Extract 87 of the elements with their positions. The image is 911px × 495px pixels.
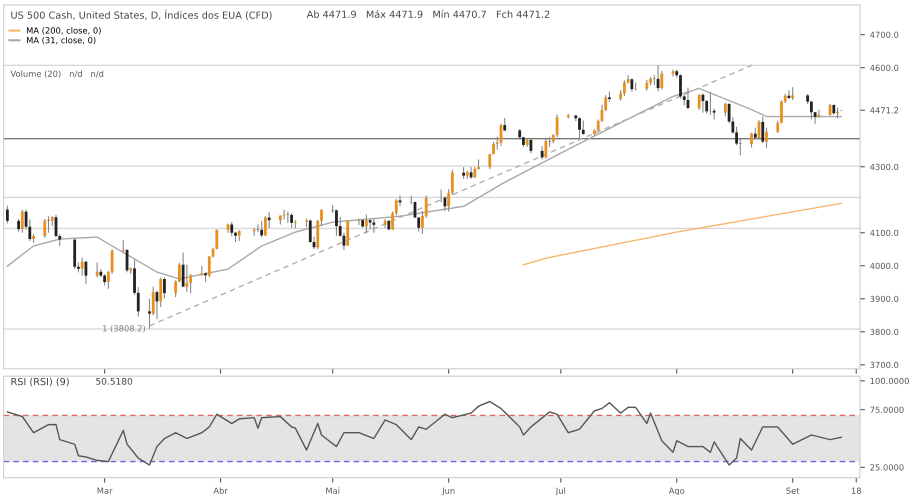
x-tick-label: Jun [442,488,454,495]
candlestick [738,138,742,156]
y-tick-label: 100.0000 [870,378,909,384]
candlestick [750,132,753,148]
annotation: Volume (20) n/d n/d [10,70,104,78]
candlestick [290,213,293,228]
candlestick [765,127,768,148]
candlestick [754,127,757,140]
candlestick [836,107,839,120]
candlestick [450,169,454,196]
candlestick [578,116,581,140]
candlestick [473,166,476,179]
candlestick [758,120,760,140]
line-series [522,202,842,266]
x-tick-label: Mai [326,487,340,494]
candlestick [810,100,813,120]
x-tick-label: Set [786,488,800,494]
y-tick-label: 4600.0 [870,64,898,71]
candlestick [286,211,290,224]
candlestick [522,136,525,148]
y-tick-label: 4000.0 [870,262,898,270]
candlestick [652,74,656,86]
candlestick [148,298,151,330]
candlestick [702,92,704,114]
y-tick-label: 4300.0 [870,164,898,170]
candlestick [103,273,106,286]
x-tick-label: Mar [98,488,112,494]
candlestick [372,218,376,234]
x-tick-label: Jul [555,487,566,495]
y-tick-label: 4100.0 [870,230,898,236]
y-tick-label: 3800.0 [870,328,898,336]
candlestick [230,221,234,237]
x-tick-label: Ago [668,488,684,495]
candlestick [268,211,271,229]
y-tick-label: 75.0000 [870,406,904,413]
candlestick [530,138,532,154]
candlestick [728,102,731,124]
candlestick [488,153,492,170]
candlestick [226,222,230,234]
candlestick [709,91,712,116]
candlestick [724,102,727,117]
candlestick [462,166,465,180]
candlestick [335,209,338,237]
y-tick-label: 25.0000 [870,464,904,471]
candlestick [182,252,185,288]
x-tick-label: Abr [213,487,228,494]
candlestick [204,272,207,283]
candlestick [470,166,472,180]
y-tick-label: 4700.0 [870,32,898,38]
candlestick [503,117,506,132]
y-tick-label: 3700.0 [870,362,898,368]
candlestick [540,146,544,160]
candlestick [178,262,181,283]
candlestick [156,290,158,320]
candlestick [163,276,166,300]
candlestick [364,214,368,234]
chart-title: RSI (RSI) (9) [11,378,69,386]
candlestick [410,195,413,205]
candlestick [129,266,132,275]
candlestick [447,188,450,212]
x-tick-label: 18 [852,488,861,494]
candlestick [264,216,267,237]
legend-label: MA (31, close, 0) [26,36,96,44]
y-tick-label: 4471.2 [870,107,898,114]
text: US 500 Cash, United States, D, Índices dos EUA (CFD) [11,10,272,20]
candlestick [705,99,708,114]
candlestick [828,103,832,116]
candlestick [282,209,286,220]
candlestick [686,86,690,110]
candlestick [645,79,648,92]
candlestick [444,196,446,212]
candlestick [630,78,634,92]
candlestick [185,264,188,293]
chart-subtitle: 50.5180 [96,378,132,385]
candlestick [806,94,810,105]
candlestick [656,64,660,92]
ref-line-label: 1 (3808.2) [103,325,146,332]
candlestick [544,138,548,160]
y-tick-label: 3900.0 [870,296,898,302]
legend-label: MA (200, close, 0) [26,27,101,35]
candlestick [398,194,402,207]
candlestick [582,120,585,136]
candlestick [608,90,611,102]
candlestick [518,128,522,140]
candlestick [548,136,552,148]
chart-subtitle: Ab 4471.9 Máx 4471.9 Mín 4470.7 Fch 4471.2 [306,10,550,18]
candlestick [368,218,372,230]
